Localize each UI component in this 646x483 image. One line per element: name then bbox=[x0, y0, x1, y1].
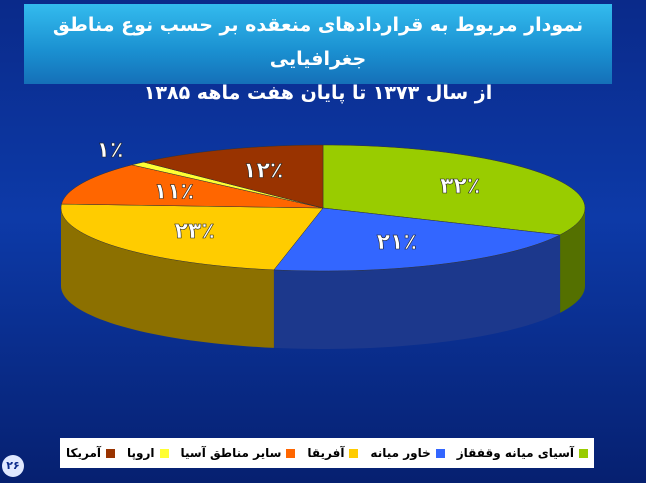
data-label: ۱۱٪ bbox=[154, 179, 194, 204]
legend-item: آفریقا bbox=[307, 446, 359, 460]
legend-swatch bbox=[106, 448, 116, 458]
slice bbox=[322, 144, 586, 236]
legend-label: اروپا bbox=[127, 446, 155, 460]
legend-item: خاور میانه bbox=[370, 446, 445, 460]
slice bbox=[273, 207, 561, 272]
slice-side bbox=[560, 208, 585, 313]
data-label: ۱٪ bbox=[97, 138, 124, 163]
slice-side bbox=[273, 234, 561, 349]
pie-chart: ۳۲٪ ۲۱٪ ۲۳٪ ۱۱٪ ۱٪ ۱۲٪ bbox=[60, 137, 586, 349]
legend-item: آسیای میانه وقفقاز bbox=[456, 446, 589, 460]
legend-item: سایر مناطق آسیا bbox=[180, 446, 296, 460]
legend-label: آمریکا bbox=[66, 446, 102, 460]
slice bbox=[61, 164, 324, 209]
data-label: ۱۲٪ bbox=[243, 159, 283, 184]
data-label: ۲۳٪ bbox=[174, 219, 214, 244]
legend-label: خاور میانه bbox=[370, 446, 431, 460]
legend-label: آفریقا bbox=[307, 446, 345, 460]
slice bbox=[143, 144, 324, 209]
legend-item: اروپا bbox=[127, 446, 169, 460]
legend-swatch bbox=[286, 448, 296, 458]
data-label: ۲۱٪ bbox=[377, 230, 417, 255]
legend-swatch bbox=[159, 448, 169, 458]
legend-item: آمریکا bbox=[66, 446, 116, 460]
legend-label: سایر مناطق آسیا bbox=[180, 446, 282, 460]
slice-side bbox=[61, 208, 274, 348]
page-number: ۲۶ bbox=[2, 455, 24, 477]
chart-subtitle: از سال ۱۳۷۳ تا پایان هفت ماهه ۱۳۸۵ bbox=[143, 82, 493, 104]
legend: آسیای میانه وقفقاز خاور میانه آفریقا سایر م… bbox=[60, 438, 594, 468]
title-box: نمودار مربوط به قراردادهای منعقده بر حسب… bbox=[24, 4, 612, 104]
legend-swatch bbox=[349, 448, 359, 458]
legend-swatch bbox=[435, 448, 445, 458]
slice bbox=[60, 203, 324, 271]
legend-swatch bbox=[579, 448, 589, 458]
data-label: ۳۲٪ bbox=[440, 174, 480, 199]
legend-label: آسیای میانه وقفقاز bbox=[456, 446, 575, 460]
chart-title: نمودار مربوط به قراردادهای منعقده بر حسب… bbox=[52, 14, 584, 70]
